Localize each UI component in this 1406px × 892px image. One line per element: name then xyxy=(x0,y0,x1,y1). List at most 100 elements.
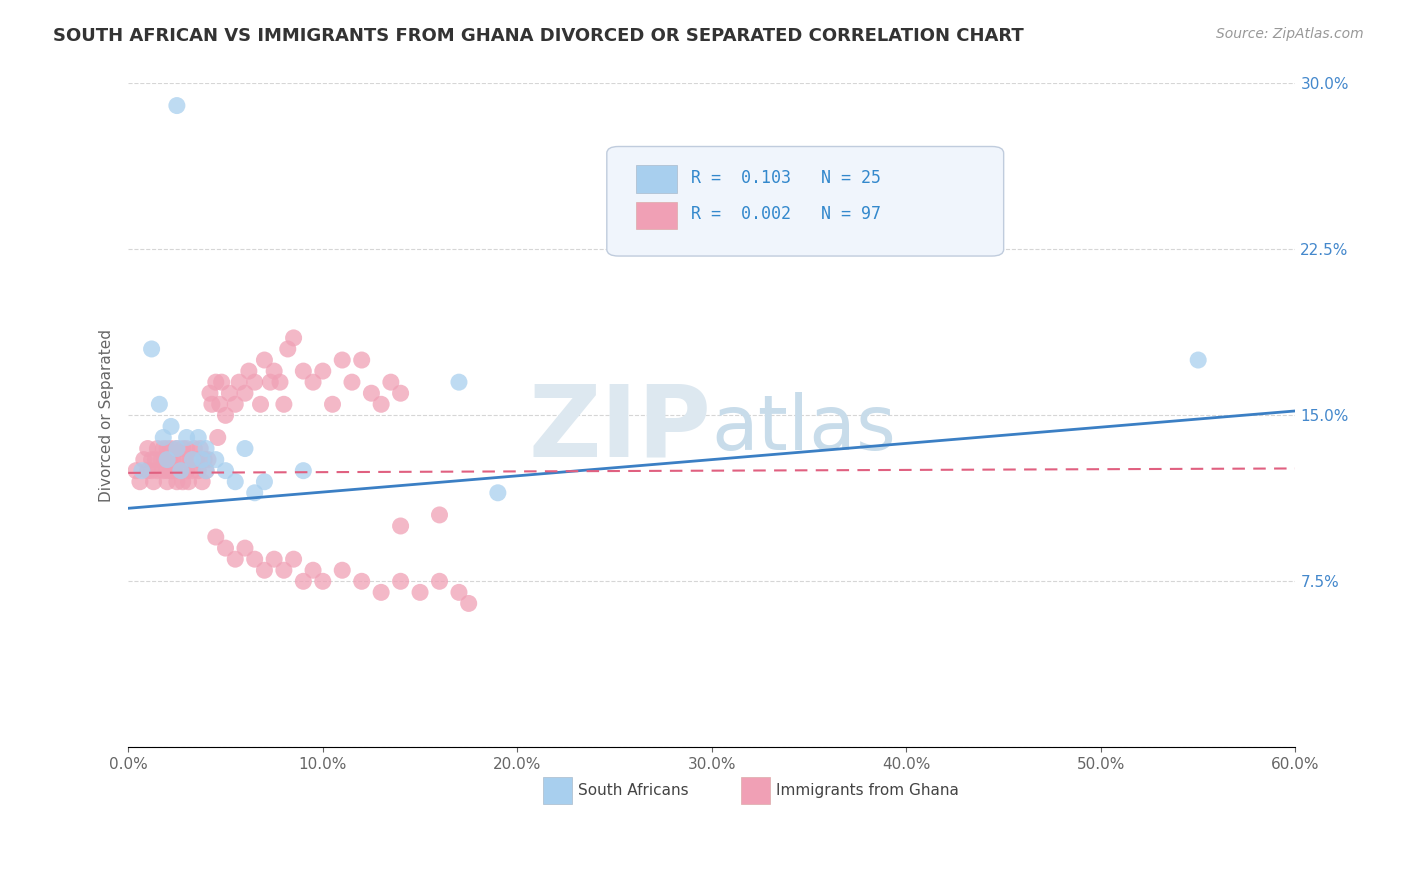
Y-axis label: Divorced or Separated: Divorced or Separated xyxy=(100,329,114,502)
Point xyxy=(187,430,209,444)
Point xyxy=(389,386,412,401)
Bar xyxy=(741,777,770,804)
Point xyxy=(273,397,295,411)
Point xyxy=(181,452,204,467)
Point xyxy=(160,464,183,478)
Point xyxy=(218,386,240,401)
Point xyxy=(142,475,165,489)
Point xyxy=(201,397,224,411)
Point xyxy=(269,375,291,389)
Point xyxy=(292,364,315,378)
Point xyxy=(447,585,470,599)
Point xyxy=(283,331,305,345)
Point xyxy=(195,464,218,478)
Point xyxy=(187,464,209,478)
Point xyxy=(249,397,271,411)
Point xyxy=(145,452,167,467)
Point xyxy=(340,375,363,389)
Point xyxy=(292,464,315,478)
Point xyxy=(214,409,236,423)
Point xyxy=(409,585,432,599)
Point xyxy=(330,563,353,577)
Point xyxy=(263,364,285,378)
Point xyxy=(224,552,246,566)
Point xyxy=(350,574,373,589)
Point xyxy=(176,430,198,444)
Point xyxy=(1187,353,1209,368)
Point xyxy=(429,508,451,522)
Point xyxy=(447,375,470,389)
Point xyxy=(243,552,266,566)
Point xyxy=(214,464,236,478)
Point xyxy=(370,397,392,411)
Point xyxy=(193,452,215,467)
Point xyxy=(152,430,174,444)
Point xyxy=(253,475,276,489)
Point xyxy=(228,375,250,389)
Point xyxy=(152,464,174,478)
Point xyxy=(170,464,193,478)
Text: SOUTH AFRICAN VS IMMIGRANTS FROM GHANA DIVORCED OR SEPARATED CORRELATION CHART: SOUTH AFRICAN VS IMMIGRANTS FROM GHANA D… xyxy=(53,27,1024,45)
Point xyxy=(321,397,343,411)
Point xyxy=(197,452,219,467)
Point xyxy=(259,375,281,389)
Point xyxy=(389,574,412,589)
Point xyxy=(141,452,163,467)
Point xyxy=(211,375,233,389)
Point xyxy=(312,574,335,589)
Point xyxy=(166,442,188,456)
Point xyxy=(125,464,148,478)
Point xyxy=(283,552,305,566)
Point xyxy=(486,485,509,500)
Point xyxy=(207,430,229,444)
Point xyxy=(186,452,208,467)
Point xyxy=(160,442,183,456)
Point xyxy=(191,475,214,489)
Point xyxy=(156,452,179,467)
Point xyxy=(179,452,201,467)
Point xyxy=(380,375,402,389)
Point xyxy=(204,530,226,544)
Point xyxy=(172,475,194,489)
Point xyxy=(188,442,211,456)
Point xyxy=(389,519,412,533)
Point xyxy=(208,397,231,411)
Point xyxy=(176,464,198,478)
Point xyxy=(204,375,226,389)
Text: Immigrants from Ghana: Immigrants from Ghana xyxy=(776,783,959,798)
Point xyxy=(253,353,276,368)
Point xyxy=(176,442,198,456)
Text: R =  0.103   N = 25: R = 0.103 N = 25 xyxy=(690,169,880,186)
Point xyxy=(181,464,204,478)
Point xyxy=(233,541,256,555)
Point xyxy=(162,452,184,467)
Point xyxy=(146,464,169,478)
Point xyxy=(148,397,170,411)
Point xyxy=(157,452,180,467)
Point xyxy=(150,452,173,467)
Point xyxy=(302,375,325,389)
Point xyxy=(155,452,177,467)
Point xyxy=(243,485,266,500)
Point xyxy=(277,342,299,356)
Bar xyxy=(543,777,572,804)
Point xyxy=(152,442,174,456)
Point xyxy=(160,419,183,434)
Point xyxy=(141,464,163,478)
Point xyxy=(273,563,295,577)
Point xyxy=(214,541,236,555)
Point xyxy=(224,397,246,411)
Point xyxy=(146,442,169,456)
Point xyxy=(195,464,218,478)
Point xyxy=(183,442,205,456)
Bar xyxy=(636,165,676,193)
Point xyxy=(156,464,179,478)
Point xyxy=(131,464,153,478)
Bar xyxy=(636,202,676,229)
Point xyxy=(141,342,163,356)
Text: atlas: atlas xyxy=(711,392,897,466)
Point xyxy=(191,452,214,467)
Point xyxy=(312,364,335,378)
Point xyxy=(156,442,179,456)
Text: ZIP: ZIP xyxy=(529,380,711,477)
